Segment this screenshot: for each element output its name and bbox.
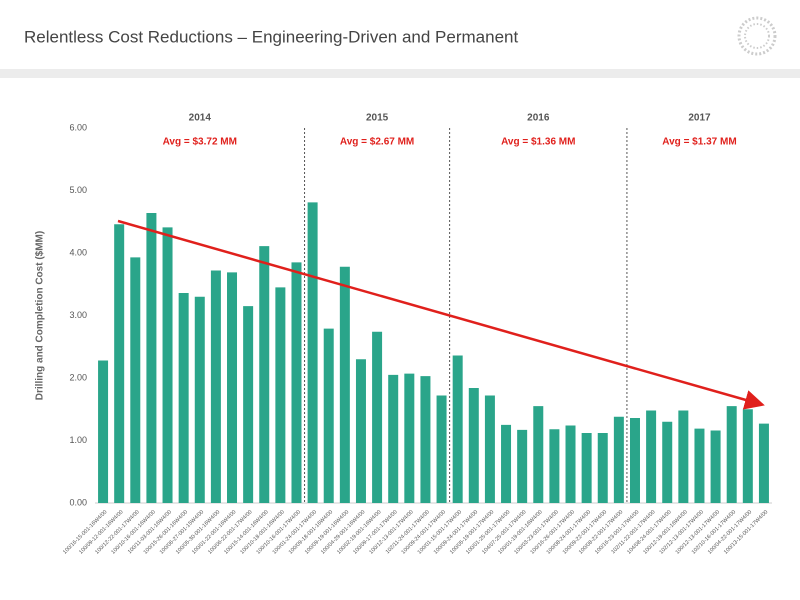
bar (501, 424, 512, 503)
bar (291, 262, 302, 503)
bar (98, 360, 109, 503)
y-tick-label: 6.00 (69, 122, 87, 132)
bar (758, 423, 769, 503)
bar (581, 433, 592, 503)
bar (388, 374, 399, 503)
bar (517, 429, 528, 503)
y-tick-label: 1.00 (69, 435, 87, 445)
bar (146, 213, 157, 503)
bar (194, 296, 205, 503)
bar (162, 227, 173, 503)
bar (178, 293, 189, 503)
bar (726, 406, 737, 503)
bar (227, 272, 238, 503)
bar (130, 257, 141, 503)
bar (484, 395, 495, 503)
y-tick-label: 0.00 (69, 497, 87, 507)
group-label: 2017 (688, 113, 711, 124)
bar (114, 224, 125, 503)
bar (339, 266, 350, 503)
bar (742, 409, 753, 503)
bar (694, 428, 705, 503)
bar (259, 246, 270, 503)
y-tick-label: 2.00 (69, 372, 87, 382)
bar (404, 373, 415, 503)
y-tick-label: 3.00 (69, 310, 87, 320)
bar (710, 430, 721, 503)
y-tick-label: 4.00 (69, 247, 87, 257)
bar (533, 406, 544, 503)
bar (420, 376, 431, 503)
bar (436, 395, 447, 503)
bar (452, 355, 463, 503)
bar (210, 270, 221, 503)
bar (597, 433, 608, 503)
y-tick-label: 5.00 (69, 185, 87, 195)
bar (613, 416, 624, 503)
bar (678, 410, 689, 503)
group-label: 2015 (366, 113, 389, 124)
header-band (0, 69, 800, 78)
bar (323, 328, 334, 503)
bar (565, 425, 576, 503)
group-average: Avg = $1.36 MM (501, 137, 575, 148)
slide-title: Relentless Cost Reductions – Engineering… (24, 27, 518, 46)
bar (355, 359, 366, 503)
y-axis-label: Drilling and Completion Cost ($MM) (35, 231, 46, 400)
bar (243, 306, 254, 503)
bar (275, 287, 286, 503)
group-label: 2014 (189, 113, 212, 124)
group-average: Avg = $1.37 MM (662, 137, 736, 148)
bar (662, 421, 673, 503)
bar (646, 410, 657, 503)
bar (372, 331, 383, 503)
trend-arrow (117, 219, 765, 410)
bar (307, 202, 318, 503)
group-average: Avg = $2.67 MM (340, 137, 414, 148)
group-label: 2016 (527, 113, 550, 124)
bar (468, 388, 479, 503)
bar (629, 418, 640, 503)
group-average: Avg = $3.72 MM (163, 137, 237, 148)
bar (549, 429, 560, 503)
logo (737, 16, 777, 56)
